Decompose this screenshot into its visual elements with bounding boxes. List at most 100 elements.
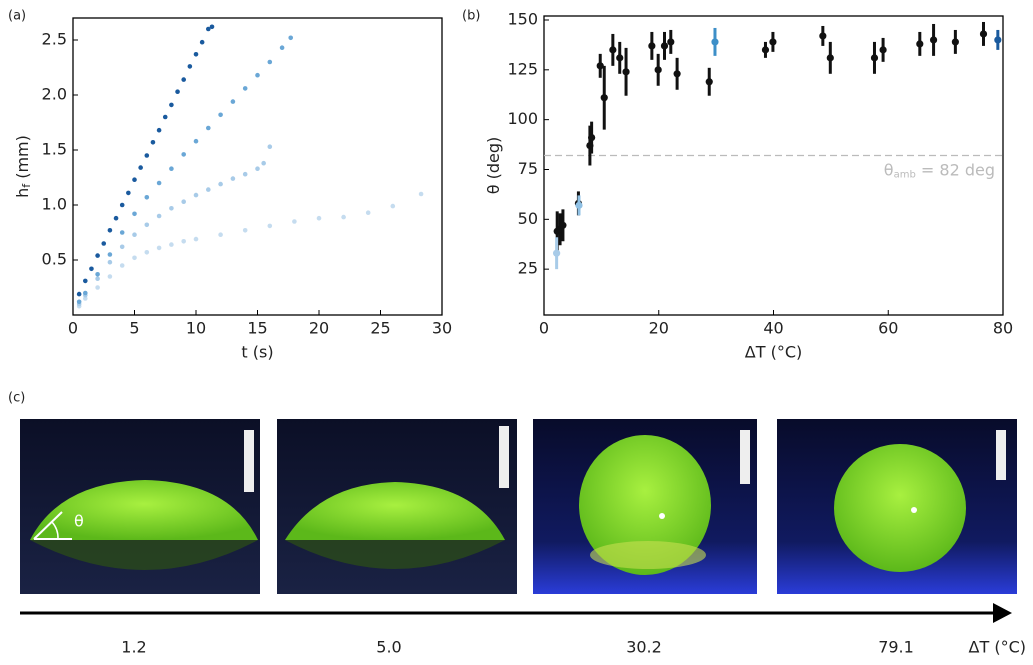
point [218, 112, 223, 118]
point [101, 241, 107, 246]
x-tick-label: 30 [432, 319, 452, 338]
point [126, 190, 131, 196]
point [711, 38, 719, 46]
x-tick-label: 0 [68, 319, 78, 338]
point [609, 46, 617, 54]
point [916, 40, 924, 48]
point [242, 171, 248, 177]
point [616, 54, 624, 62]
theta-label: θ [74, 512, 84, 531]
y-tick-label: 125 [507, 59, 538, 78]
point [261, 160, 266, 166]
point [156, 127, 162, 133]
point [76, 291, 82, 297]
point [206, 187, 211, 192]
point [209, 24, 215, 30]
delta-t-label: 5.0 [376, 638, 401, 657]
point [559, 221, 567, 229]
point [994, 36, 1002, 44]
point [175, 89, 180, 94]
delta-t-label: 1.2 [121, 638, 146, 657]
label-part: f [20, 183, 33, 188]
point [230, 176, 236, 181]
x-tick-label: 80 [993, 319, 1013, 338]
point [107, 274, 113, 279]
point [622, 68, 630, 76]
point [156, 245, 162, 251]
point [588, 133, 596, 142]
point [654, 66, 662, 74]
point [193, 236, 199, 242]
point [193, 192, 199, 198]
point [279, 45, 285, 50]
point [181, 239, 186, 244]
point [660, 42, 669, 50]
point [83, 296, 88, 301]
point [819, 32, 827, 40]
point [206, 26, 211, 32]
reference-label: θamb = 82 deg [884, 160, 995, 181]
point [119, 202, 125, 208]
y-tick-label: 2.5 [42, 30, 67, 49]
x-tick-label: 20 [649, 319, 669, 338]
point [879, 46, 887, 54]
point [107, 252, 113, 257]
label-part: h [13, 188, 32, 198]
point [206, 125, 211, 131]
point [390, 203, 396, 209]
x-tick-label: 25 [370, 319, 390, 338]
y-tick-label: 150 [507, 9, 538, 28]
point [596, 62, 604, 70]
point [870, 54, 879, 62]
point [132, 255, 137, 261]
point [292, 219, 297, 224]
point [156, 180, 162, 186]
y-axis-label: θ (deg) [484, 137, 503, 195]
point [673, 70, 681, 78]
delta-t-label: 79.1 [878, 638, 914, 657]
x-axis-label: t (s) [241, 343, 273, 362]
point [187, 64, 193, 69]
x-tick-label: 15 [247, 319, 267, 338]
point [575, 201, 583, 209]
point [119, 230, 125, 235]
y-tick-label: 100 [507, 109, 538, 128]
point [667, 38, 675, 46]
point [119, 244, 125, 250]
point [95, 285, 100, 290]
point [255, 166, 260, 171]
point [230, 99, 236, 104]
panel-label: (c) [8, 391, 25, 406]
point [95, 253, 100, 258]
point [150, 140, 156, 145]
x-tick-label: 40 [763, 319, 783, 338]
x-tick-label: 5 [129, 319, 139, 338]
point [705, 78, 713, 86]
point [181, 152, 186, 157]
y-tick-label: 25 [518, 259, 538, 278]
point [95, 276, 100, 282]
point [267, 59, 273, 65]
point [929, 36, 938, 44]
point [132, 211, 137, 217]
point [951, 38, 959, 46]
point [193, 52, 199, 57]
photos: θ [20, 419, 1017, 623]
point [132, 232, 137, 237]
point [138, 165, 143, 170]
x-tick-label: 20 [309, 319, 329, 338]
point [218, 232, 223, 237]
point [242, 228, 248, 233]
point [107, 228, 113, 233]
point [761, 46, 770, 54]
point [267, 144, 273, 149]
point [242, 86, 248, 91]
label-part: θ [884, 160, 894, 179]
point [132, 177, 137, 182]
point [218, 181, 223, 187]
y-axis-label: hf (mm) [13, 135, 34, 198]
point [199, 39, 205, 45]
point [144, 195, 150, 200]
panel-label: (a) [8, 9, 26, 24]
